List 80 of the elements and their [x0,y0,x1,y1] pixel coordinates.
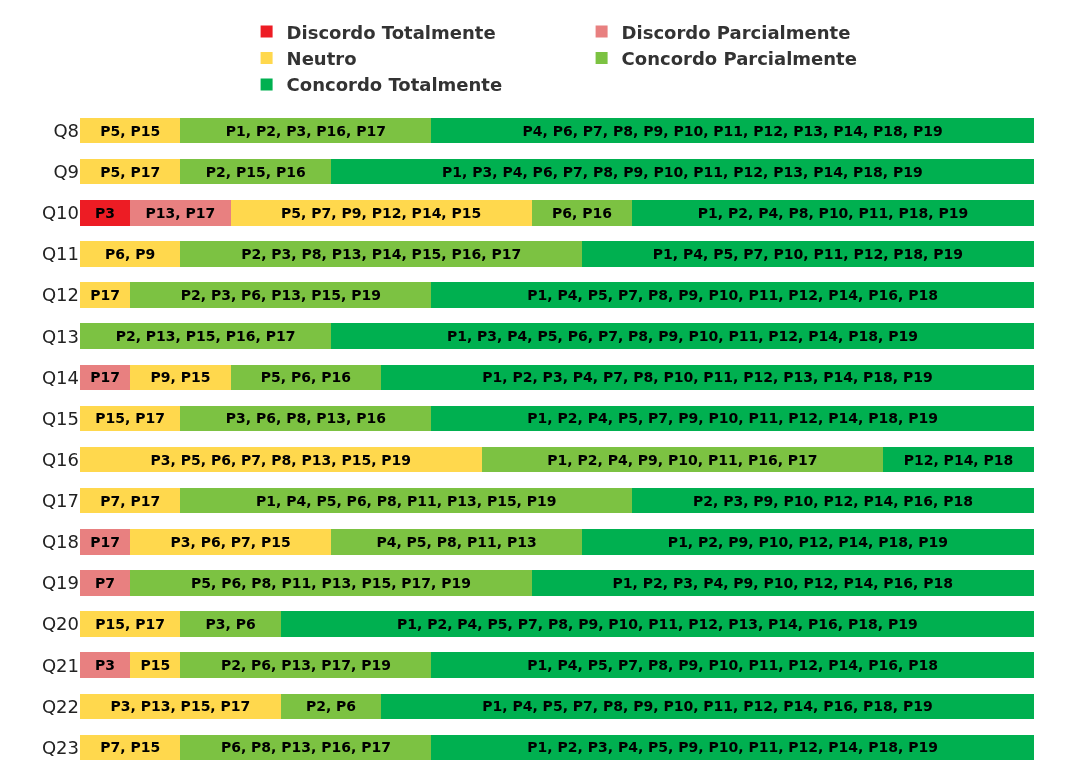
data-label: P17 [90,533,120,550]
y-tick-label: Q8 [53,119,79,141]
data-label: P9, P15 [150,369,211,386]
data-label: P3, P6, P7, P15 [170,533,291,550]
data-label: P1, P2, P3, P4, P7, P8, P10, P11, P12, P13, P14, P18, P19 [482,369,933,386]
data-label: P2, P6, P13, P17, P19 [220,657,391,674]
data-label: P1, P4, P5, P6, P8, P11, P13, P15, P19 [256,492,557,509]
y-tick-label: Q17 [41,489,79,511]
y-tick-label: Q11 [41,243,79,265]
y-tick-label: Q23 [41,736,79,758]
data-label: P1, P2, P4, P9, P10, P11, P16, P17 [547,451,818,468]
data-label: P1, P2, P9, P10, P12, P14, P18, P19 [667,533,948,550]
y-tick-label: Q19 [41,572,79,594]
data-label: P1, P2, P4, P8, P10, P11, P18, P19 [697,204,969,221]
data-label: P1, P2, P4, P5, P7, P9, P10, P11, P12, P14, P18, P19 [527,410,938,427]
data-label: P15, P17 [95,410,166,427]
bar [80,570,131,596]
data-label: P7, P15 [100,739,161,756]
data-label: P6, P16 [552,204,612,221]
data-label: P2, P3, P8, P13, P14, P15, P16, P17 [241,245,522,262]
bar [80,241,181,267]
y-tick-label: Q22 [41,695,79,717]
data-label: P1, P4, P5, P7, P10, P11, P12, P18, P19 [652,245,964,262]
data-label: P2, P15, P16 [205,163,306,180]
y-tick-label: Q12 [41,284,79,306]
data-label: P2, P13, P15, P16, P17 [115,328,296,345]
bar [582,529,1034,555]
y-tick-label: Q18 [41,531,79,553]
data-label: P13, P17 [145,204,216,221]
data-label: P1, P4, P5, P7, P8, P9, P10, P11, P12, P14, P16, P18 [527,657,938,674]
y-tick-label: Q15 [41,407,79,429]
data-label: P5, P6, P8, P11, P13, P15, P17, P19 [190,574,472,591]
y-tick-label: Q10 [41,202,79,224]
legend-label: Discordo Totalmente [286,21,496,43]
y-tick-label: Q14 [41,366,79,388]
data-label: P7 [95,574,116,591]
y-tick-label: Q16 [41,448,79,470]
data-label: P1, P3, P4, P6, P7, P8, P9, P10, P11, P12, P13, P14, P18, P19 [442,163,923,180]
legend-label: Neutro [286,48,357,70]
data-label: P5, P15 [100,122,161,139]
y-tick-label: Q9 [53,160,79,182]
data-label: P3, P6 [205,616,256,633]
data-label: P2, P3, P9, P10, P12, P14, P16, P18 [692,492,974,509]
legend-label: Discordo Parcialmente [621,21,851,43]
bar [130,529,331,555]
data-label: P2, P6 [305,698,357,715]
data-label: P6, P9 [105,245,156,262]
data-label: P2, P3, P6, P13, P15, P19 [180,287,381,304]
data-label: P1, P2, P3, P16, P17 [225,122,387,139]
data-label: P5, P6, P16 [260,369,351,386]
legend-label: Concordo Parcialmente [621,48,857,70]
data-label: P1, P2, P3, P4, P9, P10, P12, P14, P16, P18 [612,574,954,591]
y-tick-label: Q13 [41,325,79,347]
data-label: P5, P17 [100,163,161,180]
bar [180,611,281,637]
data-label: P1, P2, P3, P4, P5, P9, P10, P11, P12, P14, P18, P19 [527,739,938,756]
data-label: P1, P4, P5, P7, P8, P9, P10, P11, P12, P14, P16, P18, P19 [482,698,933,715]
data-label: P12, P14, P18 [903,451,1014,468]
data-label: P3 [95,204,116,221]
data-label: P3 [95,657,116,674]
bar [80,652,131,678]
data-label: P3, P6, P8, P13, P16 [225,410,387,427]
data-label: P5, P7, P9, P12, P14, P15 [281,204,482,221]
data-label: P7, P17 [100,492,161,509]
data-label: P15, P17 [95,616,166,633]
data-label: P1, P3, P4, P5, P6, P7, P8, P9, P10, P11, P12, P14, P18, P19 [446,328,918,345]
data-label: P15 [140,657,171,674]
y-tick-label: Q20 [41,613,79,635]
data-label: P3, P13, P15, P17 [110,698,251,715]
data-label: P1, P2, P4, P5, P7, P8, P9, P10, P11, P12, P13, P14, P16, P18, P19 [396,616,918,633]
data-label: P3, P5, P6, P7, P8, P13, P15, P19 [150,451,412,468]
data-label: P17 [90,369,120,386]
data-label: P6, P8, P13, P16, P17 [220,739,391,756]
y-tick-label: Q21 [41,654,79,676]
data-label: P1, P4, P5, P7, P8, P9, P10, P11, P12, P14, P16, P18 [527,287,938,304]
data-label: P17 [90,287,120,304]
data-label: P4, P6, P7, P8, P9, P10, P11, P12, P13, P14, P18, P19 [522,122,943,139]
data-label: P4, P5, P8, P11, P13 [376,533,537,550]
bar [80,200,131,226]
legend-label: Concordo Totalmente [286,74,503,96]
